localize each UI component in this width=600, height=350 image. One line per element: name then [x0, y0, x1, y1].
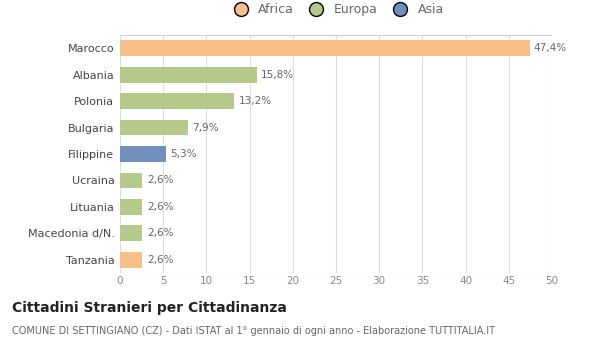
Text: 5,3%: 5,3%	[170, 149, 197, 159]
Bar	[120, 40, 530, 56]
Text: 2,6%: 2,6%	[147, 255, 173, 265]
Bar	[120, 252, 142, 268]
Text: Cittadini Stranieri per Cittadinanza: Cittadini Stranieri per Cittadinanza	[12, 301, 287, 315]
Bar	[120, 67, 257, 83]
Text: 2,6%: 2,6%	[147, 228, 173, 238]
Bar	[120, 93, 234, 109]
Text: 47,4%: 47,4%	[534, 43, 567, 53]
Text: 2,6%: 2,6%	[147, 175, 173, 186]
Text: 2,6%: 2,6%	[147, 202, 173, 212]
Text: 15,8%: 15,8%	[261, 70, 294, 80]
Bar	[120, 146, 166, 162]
Text: 13,2%: 13,2%	[238, 96, 271, 106]
Legend: Africa, Europa, Asia: Africa, Europa, Asia	[223, 0, 449, 21]
Bar	[120, 199, 142, 215]
Text: COMUNE DI SETTINGIANO (CZ) - Dati ISTAT al 1° gennaio di ogni anno - Elaborazion: COMUNE DI SETTINGIANO (CZ) - Dati ISTAT …	[12, 326, 495, 336]
Text: 7,9%: 7,9%	[193, 122, 219, 133]
Bar	[120, 225, 142, 241]
Bar	[120, 173, 142, 188]
Bar	[120, 120, 188, 135]
